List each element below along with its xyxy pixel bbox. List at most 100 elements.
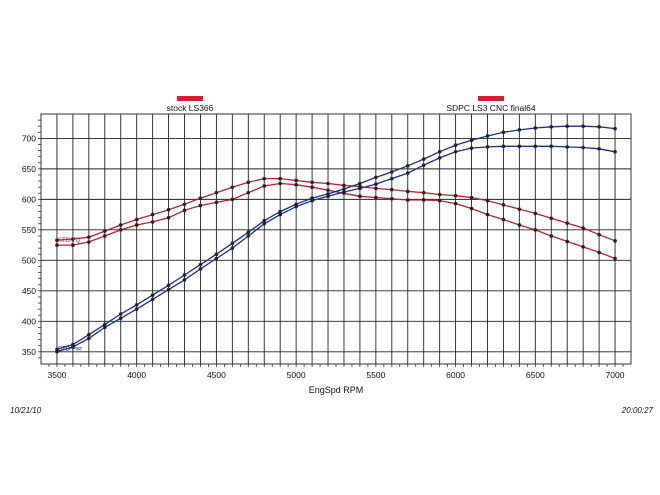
data-point xyxy=(501,130,506,135)
data-point xyxy=(390,176,394,181)
data-point xyxy=(453,143,458,147)
data-point xyxy=(182,273,187,277)
data-point xyxy=(549,216,554,221)
data-point xyxy=(405,189,410,194)
data-point xyxy=(182,278,187,282)
y-tick-label: 650 xyxy=(22,164,36,174)
data-point xyxy=(150,297,155,302)
data-point xyxy=(246,190,251,195)
data-point xyxy=(87,332,91,337)
data-point xyxy=(565,145,570,149)
data-point xyxy=(533,228,538,232)
data-point xyxy=(549,125,554,129)
curves xyxy=(55,124,617,354)
data-point xyxy=(437,192,442,197)
data-point xyxy=(55,243,59,247)
data-point xyxy=(230,246,235,250)
data-point xyxy=(278,209,282,214)
legend-swatch-stock xyxy=(177,96,203,101)
data-point xyxy=(358,181,362,186)
data-point xyxy=(134,303,139,307)
data-point xyxy=(517,128,522,132)
data-point xyxy=(453,193,458,198)
data-point xyxy=(374,195,378,200)
data-point xyxy=(613,239,617,243)
data-point xyxy=(102,229,107,233)
data-point xyxy=(166,215,171,220)
data-point xyxy=(517,144,522,149)
data-point xyxy=(134,307,139,311)
data-point xyxy=(262,218,267,223)
data-point xyxy=(390,196,394,201)
data-point xyxy=(501,144,506,149)
x-tick-label: 5500 xyxy=(366,370,385,380)
x-tick-label: 5000 xyxy=(287,370,306,380)
grid xyxy=(41,114,631,364)
data-point xyxy=(294,202,298,207)
data-point xyxy=(469,195,474,200)
data-point xyxy=(501,203,506,207)
data-point xyxy=(565,124,570,128)
data-point xyxy=(118,316,123,321)
data-point xyxy=(294,178,298,183)
data-point xyxy=(326,192,330,196)
data-point xyxy=(214,200,219,205)
data-point xyxy=(278,176,282,181)
data-point xyxy=(597,250,601,255)
data-point xyxy=(198,196,203,200)
data-point xyxy=(166,207,171,212)
data-point xyxy=(390,170,394,174)
data-point xyxy=(166,287,171,292)
data-point xyxy=(581,145,585,150)
data-point xyxy=(246,180,251,185)
curve-labels: STD-TQ STD-Pwr xyxy=(58,238,82,352)
data-point xyxy=(533,126,538,130)
data-point xyxy=(262,184,267,188)
legend: stock LS366 SDPC LS3 CNC final64 xyxy=(167,96,536,113)
data-point xyxy=(549,234,554,238)
data-point xyxy=(421,157,426,161)
data-point xyxy=(342,190,346,194)
data-point xyxy=(517,207,522,211)
data-point xyxy=(437,156,442,160)
data-point xyxy=(453,150,458,154)
data-point xyxy=(182,208,187,213)
data-point xyxy=(581,226,585,230)
data-point xyxy=(278,181,282,186)
data-point xyxy=(613,150,617,154)
data-point xyxy=(405,171,410,175)
data-point xyxy=(150,220,155,224)
y-tick-label: 450 xyxy=(22,286,36,296)
data-point xyxy=(342,183,346,188)
data-point xyxy=(485,212,490,217)
data-point xyxy=(565,221,570,225)
data-point xyxy=(87,336,91,341)
data-point xyxy=(326,181,330,186)
legend-swatch-sdpc xyxy=(478,96,504,101)
torque-curve-label: STD-TQ xyxy=(58,238,81,244)
data-point xyxy=(310,180,314,185)
series-line-power-2 xyxy=(56,125,616,351)
data-point xyxy=(517,223,522,227)
x-tick-label: 3500 xyxy=(47,370,66,380)
data-point xyxy=(134,217,139,222)
data-point xyxy=(581,124,585,128)
data-point xyxy=(533,211,538,216)
series-line-torque-2 xyxy=(56,177,616,242)
data-point xyxy=(150,293,155,297)
data-point xyxy=(342,187,346,191)
y-tick-label: 350 xyxy=(22,347,36,357)
data-point xyxy=(150,212,155,217)
data-point xyxy=(405,164,410,168)
data-point xyxy=(421,198,426,202)
series-line-power-1 xyxy=(56,145,616,353)
data-point xyxy=(310,185,314,189)
data-point xyxy=(485,198,490,203)
y-tick-label: 400 xyxy=(22,316,36,326)
data-point xyxy=(358,186,362,191)
data-point xyxy=(390,187,394,192)
data-point xyxy=(597,146,601,151)
y-tick-label: 700 xyxy=(22,133,36,143)
data-point xyxy=(118,312,123,316)
data-point xyxy=(230,241,235,246)
